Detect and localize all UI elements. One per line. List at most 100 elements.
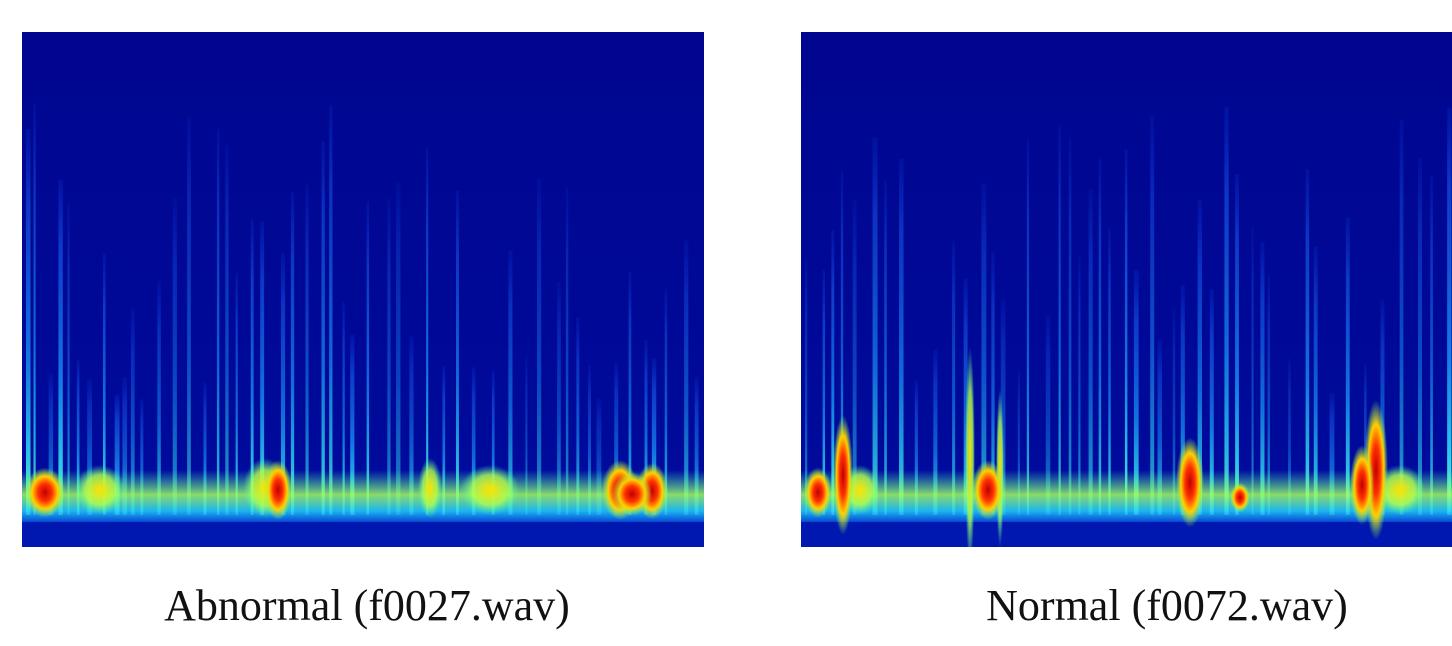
streak	[1172, 309, 1176, 515]
base-band	[22, 470, 704, 525]
streak	[87, 379, 92, 515]
streak	[1017, 369, 1020, 515]
streak	[122, 376, 128, 515]
streak	[508, 250, 513, 515]
scalogram	[22, 32, 704, 547]
streak	[651, 358, 657, 515]
streak	[409, 336, 414, 515]
streak	[1045, 314, 1051, 515]
streak	[644, 340, 648, 515]
streak	[33, 103, 36, 516]
streak	[1068, 138, 1072, 515]
streak	[471, 367, 476, 515]
streak	[1108, 227, 1111, 515]
hot-spot	[1350, 445, 1374, 525]
streak	[1209, 289, 1214, 515]
streak	[557, 281, 561, 515]
warm-spot	[75, 465, 125, 515]
streak	[426, 147, 429, 515]
streak	[525, 355, 528, 515]
streak	[1251, 225, 1254, 516]
streak	[48, 374, 54, 515]
streak	[1026, 139, 1030, 516]
streak	[26, 128, 31, 515]
streak	[1180, 285, 1185, 515]
streak	[884, 181, 887, 515]
streak	[157, 281, 161, 515]
streak	[684, 240, 689, 515]
streak	[1078, 254, 1081, 515]
streak	[1430, 175, 1433, 516]
streak	[387, 199, 391, 515]
hot-spot	[804, 467, 832, 518]
streak	[872, 136, 878, 515]
base-band	[801, 470, 1452, 525]
streak	[614, 362, 619, 515]
streak	[565, 187, 569, 515]
streak	[952, 240, 956, 515]
streak	[76, 359, 80, 515]
hot-spot	[612, 472, 652, 516]
streak	[1058, 125, 1061, 516]
streak	[187, 117, 191, 515]
streak	[1224, 106, 1229, 515]
streak	[831, 229, 835, 515]
streak	[342, 301, 345, 515]
streak	[1288, 358, 1291, 515]
streak	[1417, 158, 1422, 515]
streak	[694, 377, 699, 515]
streak	[1313, 246, 1318, 515]
streak	[321, 141, 325, 515]
streak	[991, 251, 995, 515]
streak	[1000, 299, 1006, 515]
streak	[628, 271, 632, 515]
warm-spot	[418, 458, 442, 518]
hot-spot	[972, 460, 1004, 520]
streak	[235, 272, 238, 515]
streak	[914, 380, 918, 515]
warm-spot	[460, 465, 520, 515]
streak	[350, 334, 355, 515]
streak	[103, 253, 106, 515]
streak	[933, 349, 938, 515]
streak	[805, 259, 808, 515]
streak	[981, 183, 987, 516]
streak	[576, 317, 580, 515]
hot-spot	[25, 467, 65, 518]
streak	[1133, 270, 1139, 515]
warm-spot	[965, 346, 975, 547]
streak	[225, 144, 229, 515]
streak	[1098, 158, 1102, 515]
streak	[963, 278, 968, 515]
streak	[537, 178, 542, 515]
streak	[1150, 114, 1155, 515]
streak	[1124, 149, 1128, 515]
streak	[587, 365, 591, 515]
streak	[1329, 393, 1335, 515]
streak	[140, 399, 144, 515]
floor	[801, 522, 1452, 547]
streak	[1447, 107, 1452, 515]
streak	[366, 201, 370, 515]
streak	[58, 180, 63, 515]
streak	[172, 197, 177, 516]
streak	[114, 394, 120, 515]
streak	[1260, 242, 1265, 515]
streak	[1345, 217, 1350, 515]
streak	[822, 270, 826, 515]
streak	[1157, 339, 1162, 515]
streak	[396, 182, 401, 515]
streak	[1305, 169, 1310, 515]
streak	[250, 219, 254, 515]
streak	[899, 158, 904, 515]
streak	[840, 171, 844, 515]
streak	[280, 253, 286, 516]
streak	[664, 289, 668, 515]
streak	[1088, 189, 1093, 516]
caption: Normal (f0072.wav)	[986, 581, 1348, 630]
streak	[1399, 119, 1404, 516]
streak	[442, 365, 446, 515]
streak	[67, 201, 70, 515]
